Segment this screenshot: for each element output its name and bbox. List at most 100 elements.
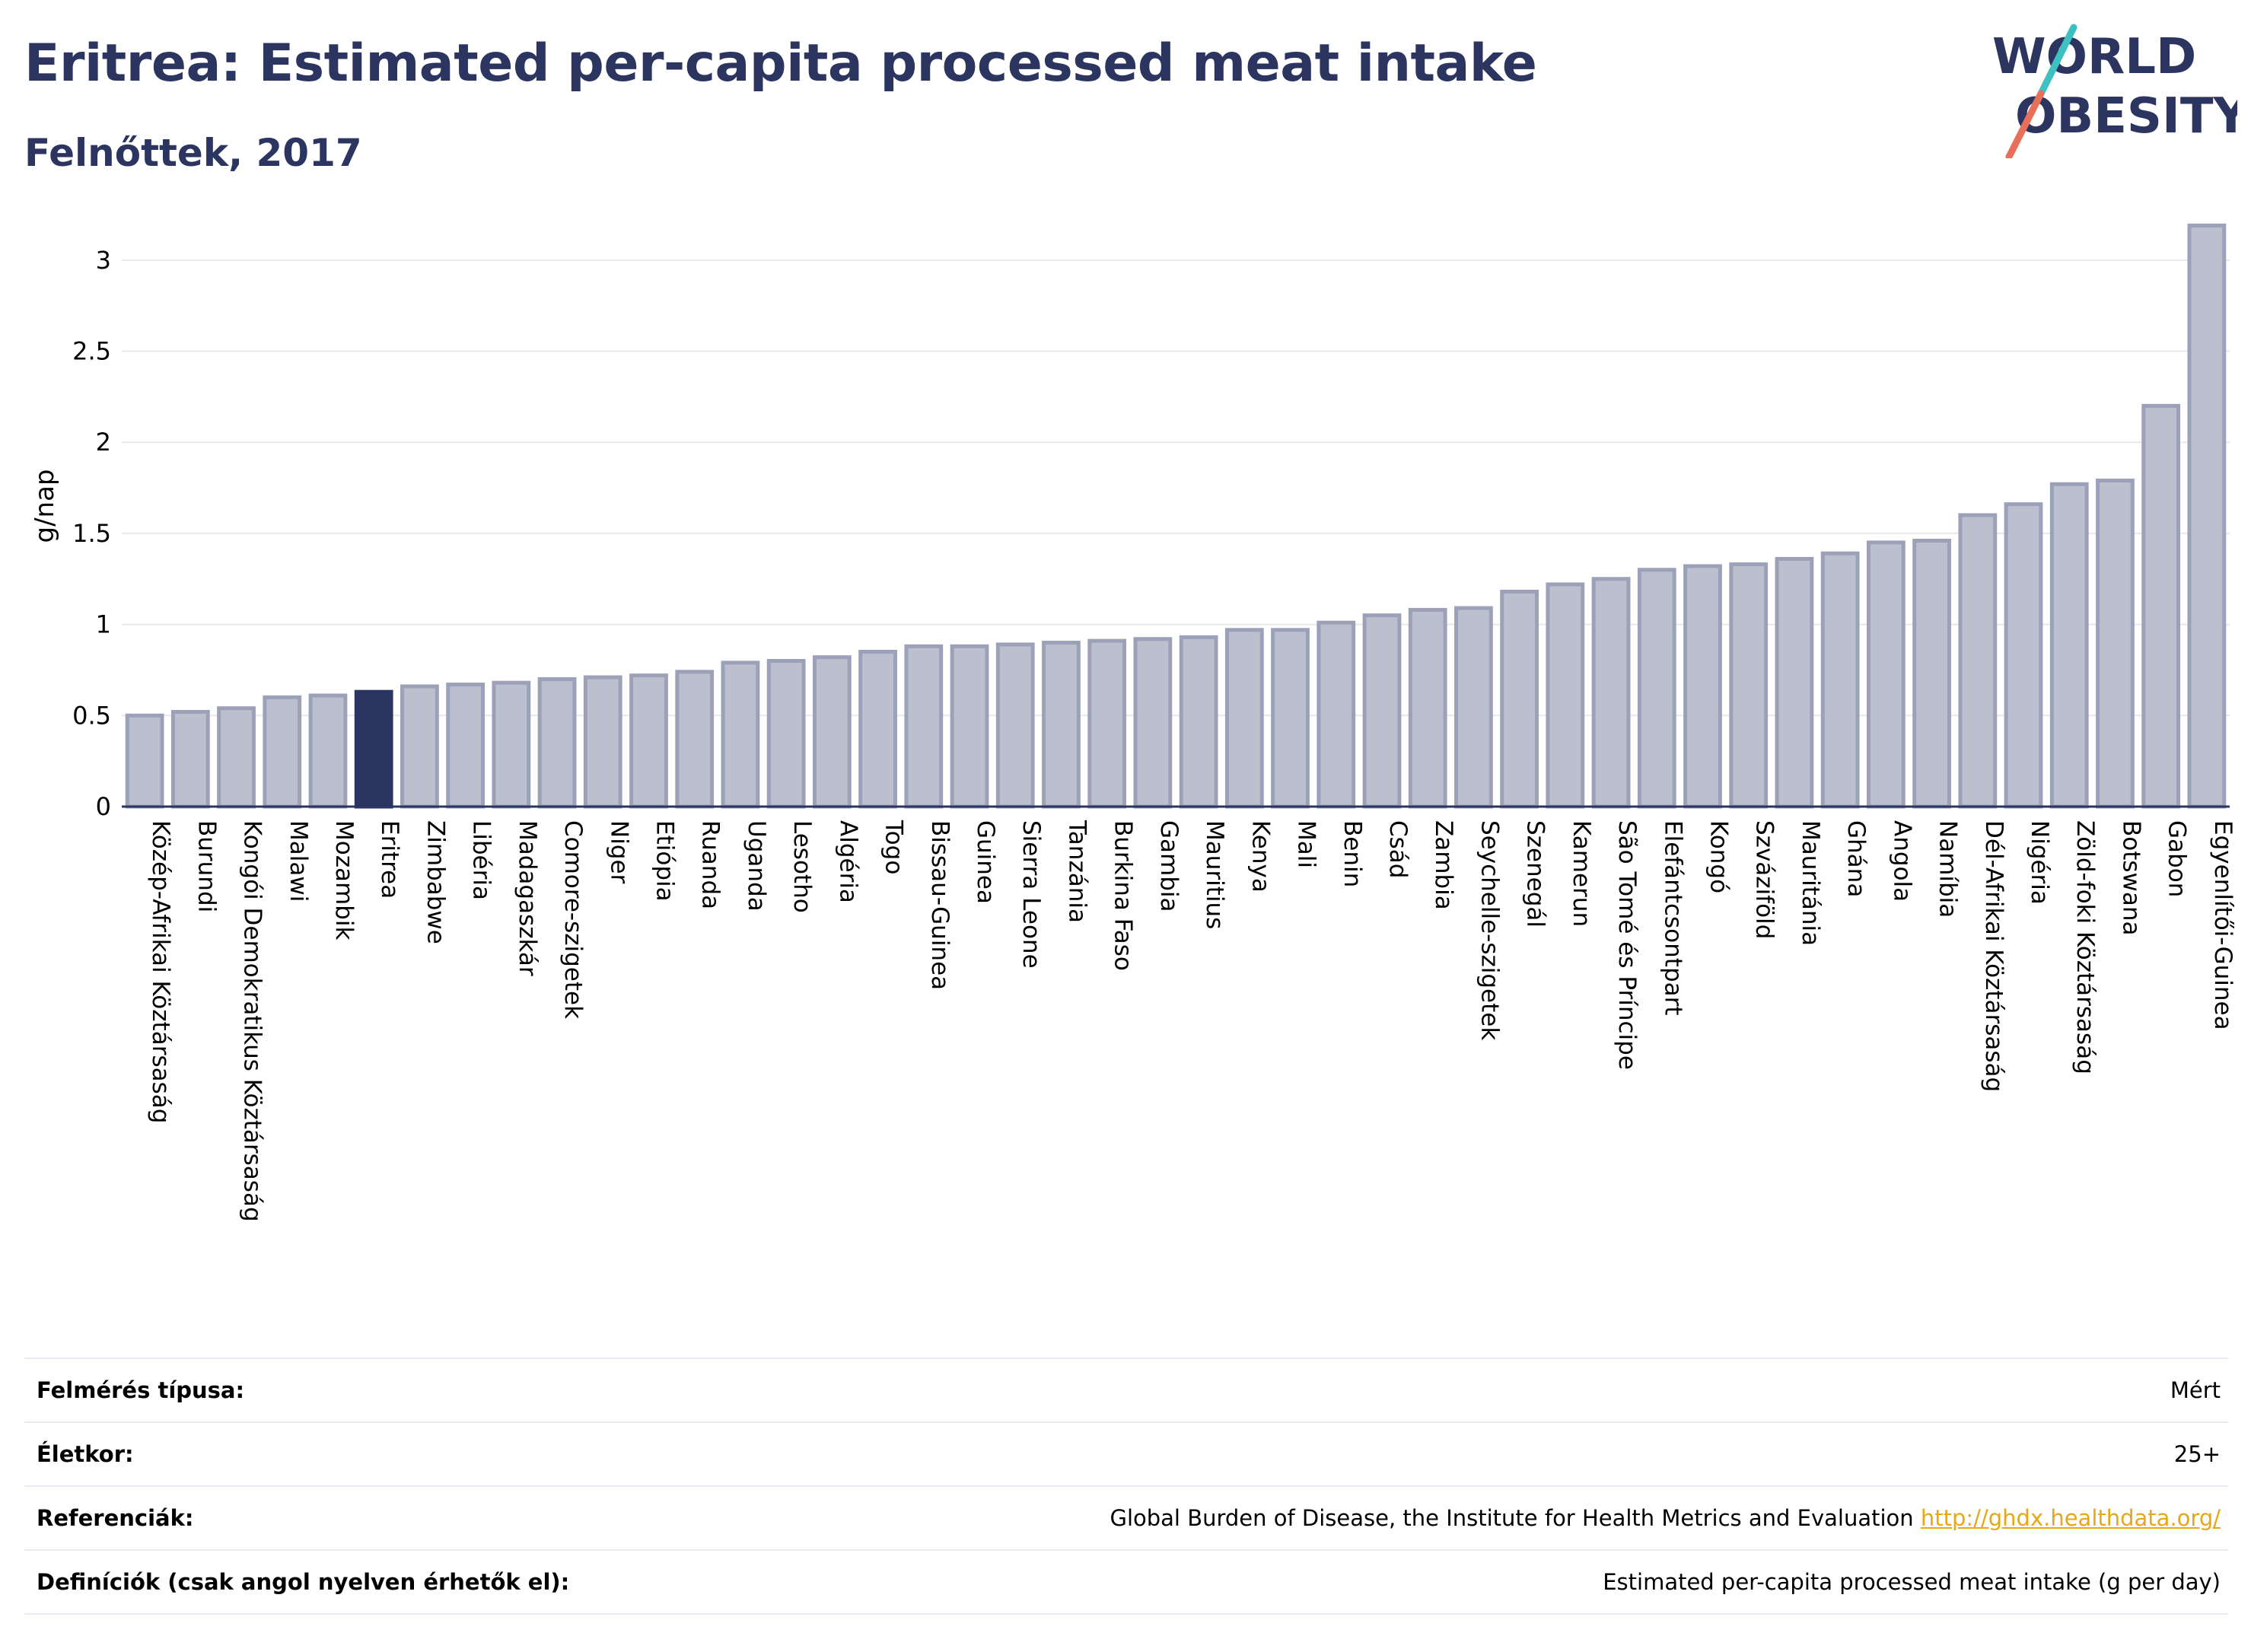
bar-gabon[interactable] bbox=[2141, 403, 2181, 809]
bar-botswana[interactable] bbox=[2096, 478, 2135, 809]
bar-d-l-afrikai-k-zt-rsas-g[interactable] bbox=[1958, 513, 1998, 809]
bar-gambia[interactable] bbox=[1133, 637, 1173, 809]
bar-burundi[interactable] bbox=[170, 710, 210, 809]
bar-zimbabwe[interactable] bbox=[400, 684, 439, 809]
x-tick-label: São Tomé és Príncipe bbox=[1613, 820, 1641, 1070]
x-tick-label: Burkina Faso bbox=[1110, 820, 1137, 971]
info-label: Életkor: bbox=[37, 1441, 134, 1467]
bar-alg-ria[interactable] bbox=[812, 655, 852, 809]
bar-cs-d[interactable] bbox=[1362, 613, 1402, 809]
bar-s-o-tom-s-pr-ncipe[interactable] bbox=[1591, 577, 1631, 809]
x-tick-label: Guinea bbox=[972, 820, 999, 904]
x-tick-label: Namíbia bbox=[1934, 820, 1962, 918]
bar-seychelle-szigetek[interactable] bbox=[1454, 606, 1493, 809]
info-row-references: Referenciák: Global Burden of Disease, t… bbox=[24, 1485, 2228, 1549]
y-tick-label: 0 bbox=[96, 792, 111, 821]
bar-ruanda[interactable] bbox=[675, 670, 715, 809]
x-tick-label: Burundi bbox=[193, 820, 220, 912]
y-tick-label: 1 bbox=[96, 610, 111, 639]
x-tick-label: Közép-Afrikai Köztársaság bbox=[147, 820, 174, 1123]
reference-link[interactable]: http://ghdx.healthdata.org/ bbox=[1920, 1505, 2221, 1531]
info-value: Estimated per-capita processed meat inta… bbox=[1603, 1569, 2221, 1595]
bar-niger[interactable] bbox=[583, 675, 622, 809]
x-tick-label: Dél-Afrikai Köztársaság bbox=[1980, 820, 2007, 1092]
y-tick-label: 2 bbox=[96, 428, 111, 457]
bar-kenya[interactable] bbox=[1224, 628, 1264, 809]
x-tick-label: Egyenlítői-Guinea bbox=[2209, 820, 2237, 1030]
bar-benin[interactable] bbox=[1317, 620, 1356, 809]
x-tick-label: Libéria bbox=[468, 820, 495, 900]
bar-comore-szigetek[interactable] bbox=[537, 676, 577, 809]
info-value: 25+ bbox=[2173, 1441, 2221, 1467]
bar-malawi[interactable] bbox=[263, 695, 302, 809]
x-tick-label: Ruanda bbox=[697, 820, 724, 909]
bar-bissau-guinea[interactable] bbox=[904, 644, 944, 809]
info-value: Global Burden of Disease, the Institute … bbox=[1110, 1505, 1914, 1531]
x-tick-label: Szenegál bbox=[1522, 820, 1549, 928]
x-tick-label: Benin bbox=[1339, 820, 1366, 887]
bar-nig-ria[interactable] bbox=[2004, 502, 2043, 809]
x-tick-label: Etiópia bbox=[651, 820, 679, 902]
bar-gh-na[interactable] bbox=[1820, 551, 1860, 809]
bar-lib-ria[interactable] bbox=[446, 683, 486, 809]
x-tick-label: Tanzánia bbox=[1063, 820, 1090, 923]
x-tick-label: Malawi bbox=[285, 820, 312, 902]
bar-maurit-nia[interactable] bbox=[1775, 556, 1814, 809]
x-tick-label: Lesotho bbox=[788, 820, 816, 913]
bar-tanz-nia[interactable] bbox=[1042, 641, 1081, 809]
x-tick-label: Kenya bbox=[1246, 820, 1274, 893]
x-tick-label: Bissau-Guinea bbox=[926, 820, 954, 990]
bar-togo[interactable] bbox=[858, 650, 897, 809]
x-tick-label: Mauritánia bbox=[1797, 820, 1824, 946]
x-tick-label: Togo bbox=[880, 820, 908, 874]
info-table: Felmérés típusa: Mért Életkor: 25+ Refer… bbox=[24, 1358, 2228, 1615]
bar-angola[interactable] bbox=[1866, 540, 1906, 809]
bar-guinea[interactable] bbox=[950, 644, 989, 809]
bar-kamerun[interactable] bbox=[1546, 582, 1585, 809]
bar-szeneg-l[interactable] bbox=[1500, 590, 1539, 809]
x-tick-label: Botswana bbox=[2117, 820, 2144, 936]
bar-lesotho[interactable] bbox=[766, 658, 806, 809]
x-tick-label: Kamerun bbox=[1568, 820, 1595, 927]
bar-sierra-leone[interactable] bbox=[995, 642, 1035, 809]
x-tick-label: Eritrea bbox=[376, 820, 403, 899]
bar-kong-i-demokratikus-k-zt-rsas-g[interactable] bbox=[217, 706, 256, 809]
x-tick-label: Niger bbox=[605, 820, 632, 884]
bar-mozambik[interactable] bbox=[308, 693, 348, 809]
chart-subtitle: Felnőttek, 2017 bbox=[24, 131, 362, 175]
x-tick-label: Angola bbox=[1888, 820, 1915, 902]
x-tick-label: Madagaszkár bbox=[514, 820, 541, 976]
y-tick-label: 2.5 bbox=[72, 337, 111, 366]
logo-slash-teal bbox=[2037, 24, 2077, 97]
x-tick-label: Comore-szigetek bbox=[559, 820, 587, 1019]
info-row-definitions: Definíciók (csak angol nyelven érhetők e… bbox=[24, 1549, 2228, 1615]
logo-line2: OBESITY bbox=[2015, 88, 2237, 145]
x-tick-label: Zambia bbox=[1430, 820, 1457, 910]
y-tick-label: 3 bbox=[96, 246, 111, 275]
bar-k-z-p-afrikai-k-zt-rsas-g[interactable] bbox=[125, 713, 164, 809]
bar-szv-zif-ld[interactable] bbox=[1729, 562, 1769, 809]
bar-eti-pia[interactable] bbox=[629, 673, 668, 809]
x-tick-label: Zöld-foki Köztársaság bbox=[2071, 820, 2099, 1074]
bar-eritrea[interactable] bbox=[354, 689, 393, 809]
bar-nam-bia[interactable] bbox=[1912, 538, 1951, 809]
bar-egyenl-t-i-guinea[interactable] bbox=[2187, 223, 2227, 809]
x-tick-label: Uganda bbox=[743, 820, 770, 912]
x-tick-label: Elefántcsontpart bbox=[1659, 820, 1686, 1016]
bar-mauritius[interactable] bbox=[1179, 635, 1218, 809]
info-row-survey-type: Felmérés típusa: Mért bbox=[24, 1358, 2228, 1421]
bar-uganda[interactable] bbox=[721, 660, 760, 809]
bar-elef-ntcsontpart[interactable] bbox=[1637, 568, 1676, 809]
bar-zambia[interactable] bbox=[1408, 607, 1447, 809]
bar-mali[interactable] bbox=[1271, 628, 1310, 809]
bar-madagaszk-r[interactable] bbox=[492, 680, 531, 809]
bar-kong-[interactable] bbox=[1683, 564, 1722, 809]
x-tick-label: Gambia bbox=[1155, 820, 1183, 912]
x-tick-label: Szváziföld bbox=[1751, 820, 1778, 939]
y-tick-label: 1.5 bbox=[72, 519, 111, 548]
x-tick-label: Seychelle-szigetek bbox=[1476, 820, 1503, 1040]
x-tick-label: Zimbabwe bbox=[422, 820, 449, 944]
bar-z-ld-foki-k-zt-rsas-g[interactable] bbox=[2049, 482, 2089, 809]
logo-line1: WORLD bbox=[1992, 29, 2196, 85]
bar-burkina-faso[interactable] bbox=[1087, 638, 1127, 809]
